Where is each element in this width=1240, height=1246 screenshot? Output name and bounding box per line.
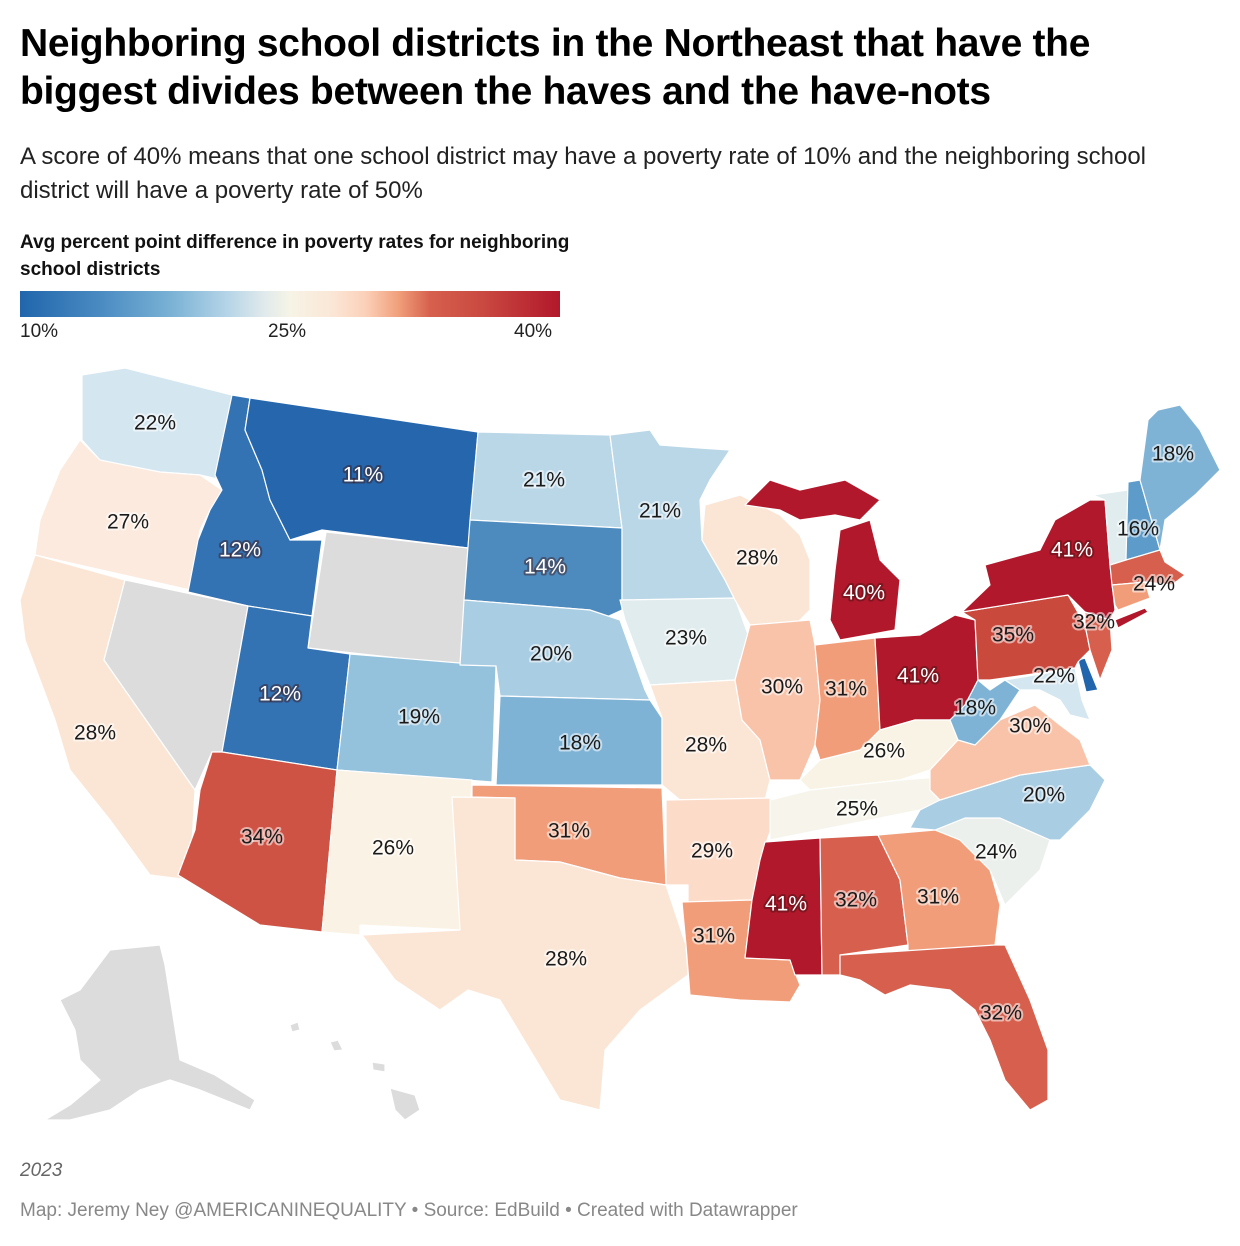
state-label-UT: 12% (259, 683, 301, 706)
state-label-SC: 24% (975, 841, 1017, 864)
state-label-KS: 18% (559, 732, 601, 755)
state-label-NY: 41% (1051, 539, 1093, 562)
state-WV[interactable] (949, 679, 1021, 746)
legend-mid-label: 25% (268, 321, 307, 342)
state-label-IN: 31% (825, 678, 867, 701)
state-label-OR: 27% (107, 511, 149, 534)
state-label-GA: 31% (917, 886, 959, 909)
state-label-NE: 20% (530, 643, 572, 666)
state-AK[interactable] (44, 944, 256, 1121)
state-FL[interactable] (839, 944, 1049, 1111)
state-MD[interactable] (1004, 667, 1091, 721)
state-label-ID: 12% (219, 539, 261, 562)
state-label-AL: 32% (835, 889, 877, 912)
legend-color-scale (20, 291, 560, 317)
state-label-PA: 35% (992, 624, 1034, 647)
state-label-NJ: 32% (1073, 611, 1115, 634)
state-labels: 22% 27% 28% 12% 11% 12% 34% 19% 26% 21% … (72, 410, 1196, 1027)
state-label-OH: 41% (897, 665, 939, 688)
state-label-NH: 16% (1117, 518, 1159, 541)
state-label-WI: 28% (736, 547, 778, 570)
state-label-IL: 30% (761, 676, 803, 699)
state-label-IA: 23% (665, 627, 707, 650)
state-label-ND: 21% (523, 469, 565, 492)
state-label-ME: 18% (1152, 443, 1194, 466)
state-HI[interactable] (289, 1021, 421, 1121)
state-label-MO: 28% (685, 734, 727, 757)
state-CO[interactable] (336, 653, 497, 783)
state-ME[interactable] (1139, 404, 1221, 551)
state-label-MI: 40% (843, 582, 885, 605)
legend-min-label: 10% (20, 321, 59, 342)
state-label-MN: 21% (639, 500, 681, 523)
state-label-MT: 11% (343, 464, 383, 487)
state-label-NM: 26% (372, 837, 414, 860)
state-label-CA: 28% (74, 722, 116, 745)
state-CT[interactable] (1111, 581, 1151, 611)
state-PA[interactable] (961, 594, 1091, 681)
chart-subtitle: A score of 40% means that one school dis… (20, 143, 1146, 204)
state-label-FL: 32% (980, 1002, 1022, 1025)
state-label-LA: 31% (693, 925, 735, 948)
state-label-OK: 31% (548, 820, 590, 843)
state-label-TX: 28% (545, 948, 587, 971)
state-WY[interactable] (307, 531, 469, 666)
state-WI[interactable] (701, 494, 811, 626)
state-label-NC: 20% (1023, 784, 1065, 807)
chart-title: Neighboring school districts in the Nort… (20, 22, 1091, 113)
state-label-MD: 22% (1033, 665, 1075, 688)
legend-title: Avg percent point difference in poverty … (20, 232, 570, 280)
state-OR[interactable] (34, 439, 223, 591)
state-label-AR: 29% (691, 840, 733, 863)
state-MI[interactable] (744, 479, 901, 641)
state-TX[interactable] (361, 796, 689, 1111)
state-label-SD: 14% (524, 556, 566, 579)
state-label-CO: 19% (398, 706, 440, 729)
legend-max-label: 40% (514, 321, 553, 342)
footer-credit: Map: Jeremy Ney @AMERICANINEQUALITY • So… (20, 1200, 798, 1221)
state-label-WV: 18% (954, 697, 996, 720)
state-label-AZ: 34% (241, 826, 283, 849)
us-choropleth-map: 22% 27% 28% 12% 11% 12% 34% 19% 26% 21% … (0, 360, 1240, 1150)
state-DE[interactable] (1077, 657, 1099, 693)
state-label-MA: 24% (1133, 573, 1175, 596)
footer-year: 2023 (20, 1160, 63, 1181)
state-NM[interactable] (321, 769, 473, 936)
map-svg: 22% 27% 28% 12% 11% 12% 34% 19% 26% 21% … (19, 367, 1221, 1121)
state-label-MS: 41% (765, 893, 807, 916)
state-label-KY: 26% (863, 740, 905, 763)
state-label-WA: 22% (134, 412, 176, 435)
state-label-TN: 25% (836, 798, 878, 821)
state-label-VA: 30% (1009, 715, 1051, 738)
